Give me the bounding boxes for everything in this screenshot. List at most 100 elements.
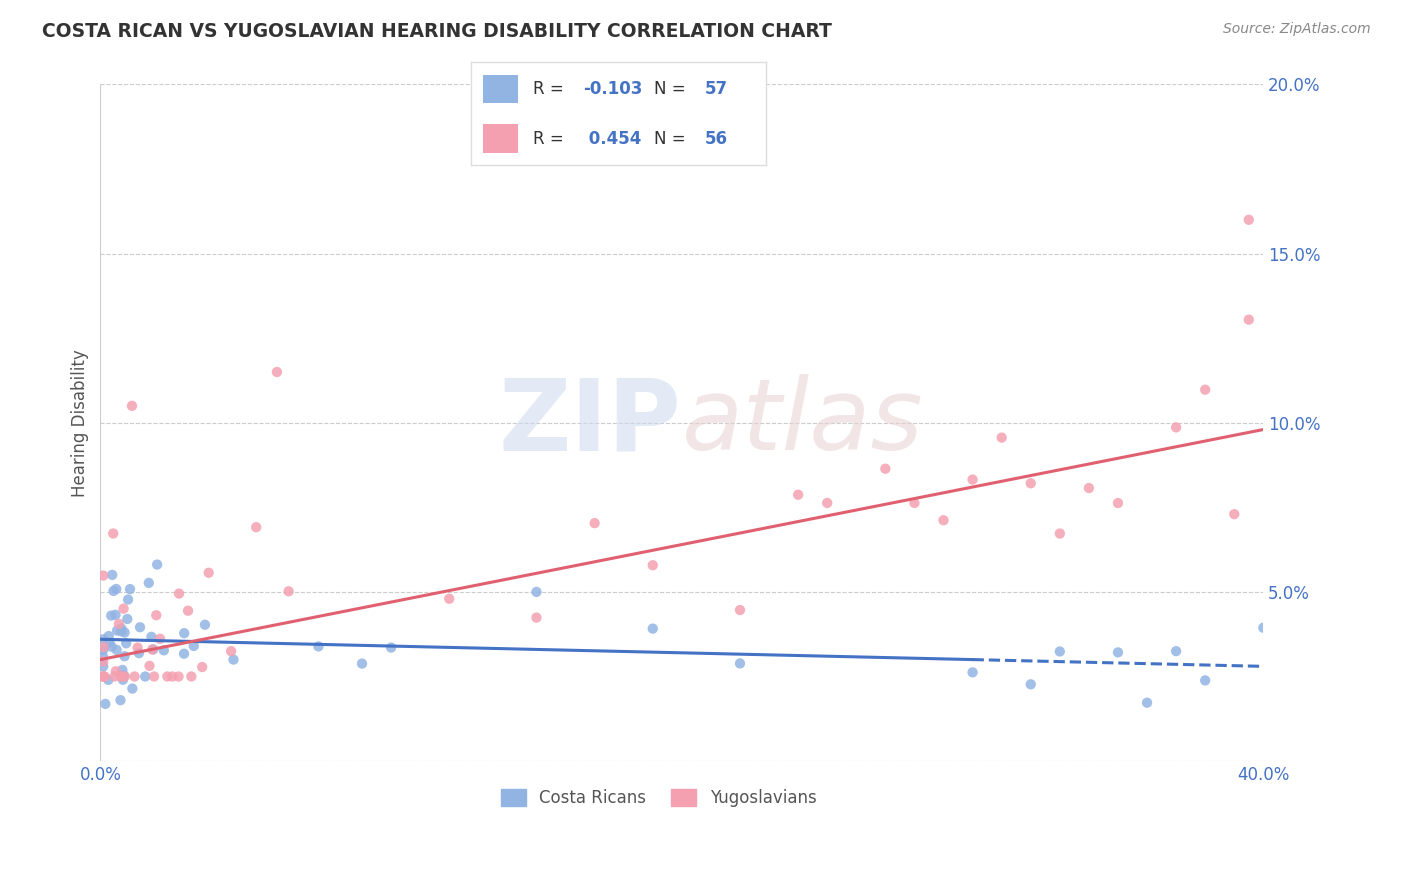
Point	[1194, 673, 1216, 688]
Point	[183, 639, 205, 653]
Point	[143, 669, 166, 683]
Point	[815, 496, 838, 510]
Point	[146, 558, 169, 572]
Point	[1281, 656, 1303, 670]
Point	[350, 657, 373, 671]
Point	[903, 496, 925, 510]
Point	[103, 669, 125, 683]
Point	[105, 624, 128, 638]
Point	[97, 673, 120, 687]
Point	[173, 626, 195, 640]
Point	[307, 640, 329, 654]
Point	[117, 612, 139, 626]
Point	[141, 630, 163, 644]
Point	[219, 644, 242, 658]
Text: ZIP: ZIP	[499, 375, 682, 471]
Point	[127, 640, 149, 655]
Point	[526, 585, 548, 599]
Point	[583, 516, 606, 530]
Point	[138, 575, 160, 590]
Point	[142, 642, 165, 657]
Point	[91, 650, 114, 665]
Point	[111, 669, 134, 683]
Point	[100, 608, 122, 623]
Text: COSTA RICAN VS YUGOSLAVIAN HEARING DISABILITY CORRELATION CHART: COSTA RICAN VS YUGOSLAVIAN HEARING DISAB…	[42, 22, 832, 41]
Point	[1194, 383, 1216, 397]
Point	[110, 624, 132, 639]
Point	[1049, 526, 1071, 541]
Point	[1237, 212, 1260, 227]
Point	[1253, 621, 1275, 635]
Point	[1019, 677, 1042, 691]
Point	[114, 649, 136, 664]
Text: 57: 57	[704, 79, 727, 97]
Point	[1049, 644, 1071, 658]
Point	[728, 603, 751, 617]
Point	[380, 640, 402, 655]
Point	[115, 636, 138, 650]
Text: atlas: atlas	[682, 375, 924, 471]
Point	[121, 681, 143, 696]
Point	[245, 520, 267, 534]
Point	[1136, 696, 1159, 710]
Point	[439, 591, 461, 606]
Point	[100, 640, 122, 654]
Point	[167, 586, 190, 600]
Point	[180, 669, 202, 683]
Point	[91, 642, 114, 657]
Point	[103, 526, 125, 541]
Point	[114, 625, 136, 640]
Point	[277, 584, 299, 599]
Point	[875, 461, 897, 475]
Point	[104, 665, 127, 679]
Point	[1223, 507, 1246, 521]
Point	[1077, 481, 1099, 495]
Point	[197, 566, 219, 580]
Text: N =: N =	[654, 79, 690, 97]
Point	[110, 693, 132, 707]
Point	[91, 655, 114, 669]
Point	[156, 669, 179, 683]
Point	[1164, 420, 1187, 434]
Point	[124, 669, 146, 683]
Point	[266, 365, 288, 379]
Point	[141, 642, 163, 657]
Point	[962, 665, 984, 680]
Point	[990, 431, 1012, 445]
Point	[105, 582, 128, 596]
Text: 0.454: 0.454	[583, 130, 641, 148]
Point	[962, 473, 984, 487]
Point	[91, 659, 114, 673]
Point	[129, 620, 152, 634]
Point	[112, 668, 135, 682]
Point	[641, 622, 664, 636]
Point	[91, 669, 114, 683]
Point	[117, 592, 139, 607]
Point	[91, 568, 114, 582]
Point	[112, 601, 135, 615]
Point	[1019, 476, 1042, 491]
Point	[110, 622, 132, 636]
Text: -0.103: -0.103	[583, 79, 643, 97]
Point	[110, 669, 132, 683]
Point	[153, 643, 176, 657]
Point	[641, 558, 664, 573]
FancyBboxPatch shape	[482, 124, 519, 153]
Point	[145, 608, 167, 623]
Point	[1237, 312, 1260, 326]
Point	[787, 488, 810, 502]
Point	[91, 669, 114, 683]
FancyBboxPatch shape	[482, 75, 519, 103]
Point	[932, 513, 955, 527]
Point	[98, 636, 121, 650]
Point	[167, 669, 190, 683]
Text: N =: N =	[654, 130, 690, 148]
Point	[194, 617, 217, 632]
Point	[134, 669, 156, 683]
Point	[103, 583, 125, 598]
Point	[94, 697, 117, 711]
Point	[97, 629, 120, 643]
Point	[111, 663, 134, 677]
Point	[101, 567, 124, 582]
Point	[526, 610, 548, 624]
